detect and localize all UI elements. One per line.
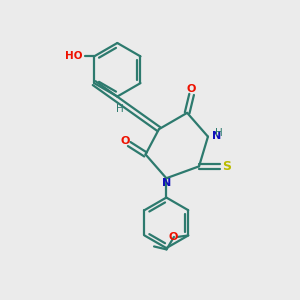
Text: S: S <box>222 160 231 173</box>
Text: H: H <box>116 103 124 113</box>
Text: O: O <box>187 84 196 94</box>
Text: H: H <box>215 128 223 138</box>
Text: N: N <box>212 131 221 141</box>
Text: HO: HO <box>65 51 83 62</box>
Text: O: O <box>121 136 130 146</box>
Text: O: O <box>169 232 178 242</box>
Text: N: N <box>162 178 171 188</box>
